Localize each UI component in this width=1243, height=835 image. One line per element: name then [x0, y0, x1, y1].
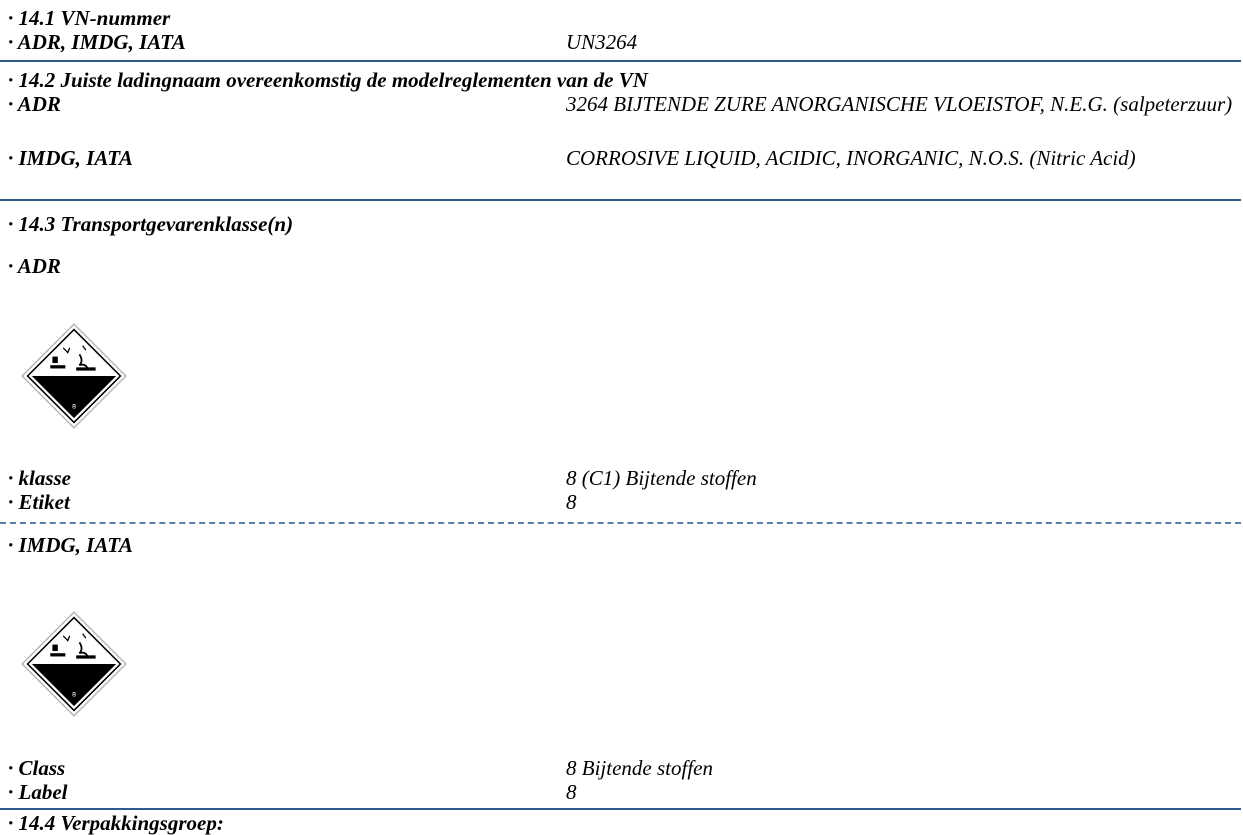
shipping-name-adr-label: · ADR — [8, 92, 61, 116]
adr-label-label: · Etiket — [8, 490, 70, 514]
section-divider — [0, 60, 1241, 62]
imdg-class-label: · Class — [8, 756, 66, 780]
section-14-2-heading: · 14.2 Juiste ladingnaam overeenkomstig … — [8, 68, 648, 92]
section-divider — [0, 199, 1241, 201]
un-number-label: · ADR, IMDG, IATA — [8, 30, 186, 54]
adr-class-value: 8 (C1) Bijtende stoffen — [566, 466, 757, 490]
un-number-value: UN3264 — [566, 30, 638, 54]
section-14-3-heading: · 14.3 Transportgevarenklasse(n) — [8, 212, 294, 236]
section-divider — [0, 808, 1241, 810]
shipping-name-adr-value: 3264 BIJTENDE ZURE ANORGANISCHE VLOEISTO… — [566, 92, 1233, 116]
adr-class-label: · klasse — [8, 466, 71, 490]
imdg-label-label: · Label — [8, 780, 68, 804]
corrosive-hazard-icon: 8 — [20, 610, 128, 718]
section-14-4-heading: · 14.4 Verpakkingsgroep: — [8, 811, 224, 835]
subsection-divider — [0, 522, 1241, 524]
placard-number: 8 — [72, 402, 76, 410]
imdg-class-value: 8 Bijtende stoffen — [566, 756, 713, 780]
corrosive-hazard-icon: 8 — [20, 322, 128, 430]
placard-number: 8 — [72, 690, 76, 698]
section-14-1-heading: · 14.1 VN-nummer — [8, 6, 171, 30]
shipping-name-imdg-value: CORROSIVE LIQUID, ACIDIC, INORGANIC, N.O… — [566, 146, 1136, 170]
adr-subheading: · ADR — [8, 254, 61, 278]
imdg-label-value: 8 — [566, 780, 577, 804]
shipping-name-imdg-label: · IMDG, IATA — [8, 146, 133, 170]
adr-label-value: 8 — [566, 490, 577, 514]
imdg-subheading: · IMDG, IATA — [8, 533, 133, 557]
